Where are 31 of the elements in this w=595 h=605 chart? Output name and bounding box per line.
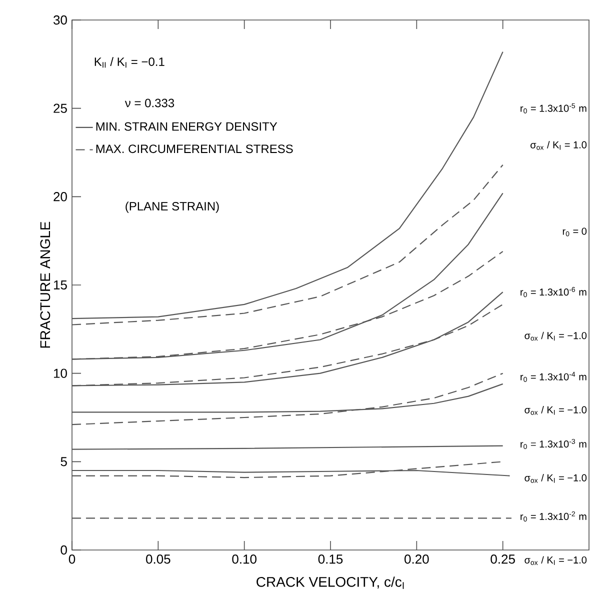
x-tick-label: 0.25: [490, 554, 515, 564]
y-tick-label: 15: [54, 280, 67, 290]
annotation: r$_{0}$ = 1.3x10$^{-6}$ m: [520, 287, 586, 298]
x-tick-label: 0.05: [146, 554, 170, 564]
annotation: r$_{0}$ = 1.3x10$^{-2}$ m: [520, 511, 586, 522]
y-tick-label: 30: [54, 15, 67, 25]
annotation: σ$_{ox}$ / K$_{I}$ = −1.0: [524, 406, 587, 415]
y-tick-label: 20: [54, 192, 67, 202]
y-axis-title: FRACTURE ANGLE: [40, 222, 50, 348]
annotation: r$_{0}$ = 0: [562, 228, 587, 236]
annotation: σ$_{ox}$ / K$_{I}$ = 1.0: [530, 141, 587, 150]
annotation: K$_{II}$ / K$_{I}$ = −0.1: [94, 57, 164, 68]
x-tick-label: 0.10: [232, 554, 256, 564]
y-tick-label: 0: [60, 545, 67, 555]
legend-label: MAX. CIRCUMFERENTIAL STRESS: [96, 144, 293, 154]
x-tick-label: 0: [68, 554, 76, 564]
annotation: ν = 0.333: [124, 98, 174, 108]
legend-label: MIN. STRAIN ENERGY DENSITY: [96, 122, 278, 131]
x-axis-title: CRACK VELOCITY, c/c$_{I}$: [256, 576, 404, 589]
y-tick-label: 5: [60, 457, 67, 466]
text: σ$_{ox}$ / K$_{I}$ = −1.0: [524, 556, 587, 565]
annotation: r$_{0}$ = 1.3x10$^{-3}$ m: [520, 438, 586, 450]
annotation: r$_{0}$ = 1.3x10$^{-5}$ m: [520, 103, 586, 114]
y-tick-label: 25: [54, 104, 67, 113]
annotation: r$_{0}$ = 1.3x10$^{-4}$ m: [520, 372, 586, 382]
annotation: σ$_{ox}$ / K$_{I}$ = −1.0: [524, 474, 587, 483]
annotation: (PLANE STRAIN): [126, 202, 219, 213]
x-tick-label: 0.15: [318, 554, 343, 564]
y-tick-label: 10: [54, 368, 67, 378]
x-tick-label: 0.20: [404, 554, 429, 564]
annotation: σ$_{ox}$ / K$_{I}$ = −1.0: [524, 332, 587, 341]
